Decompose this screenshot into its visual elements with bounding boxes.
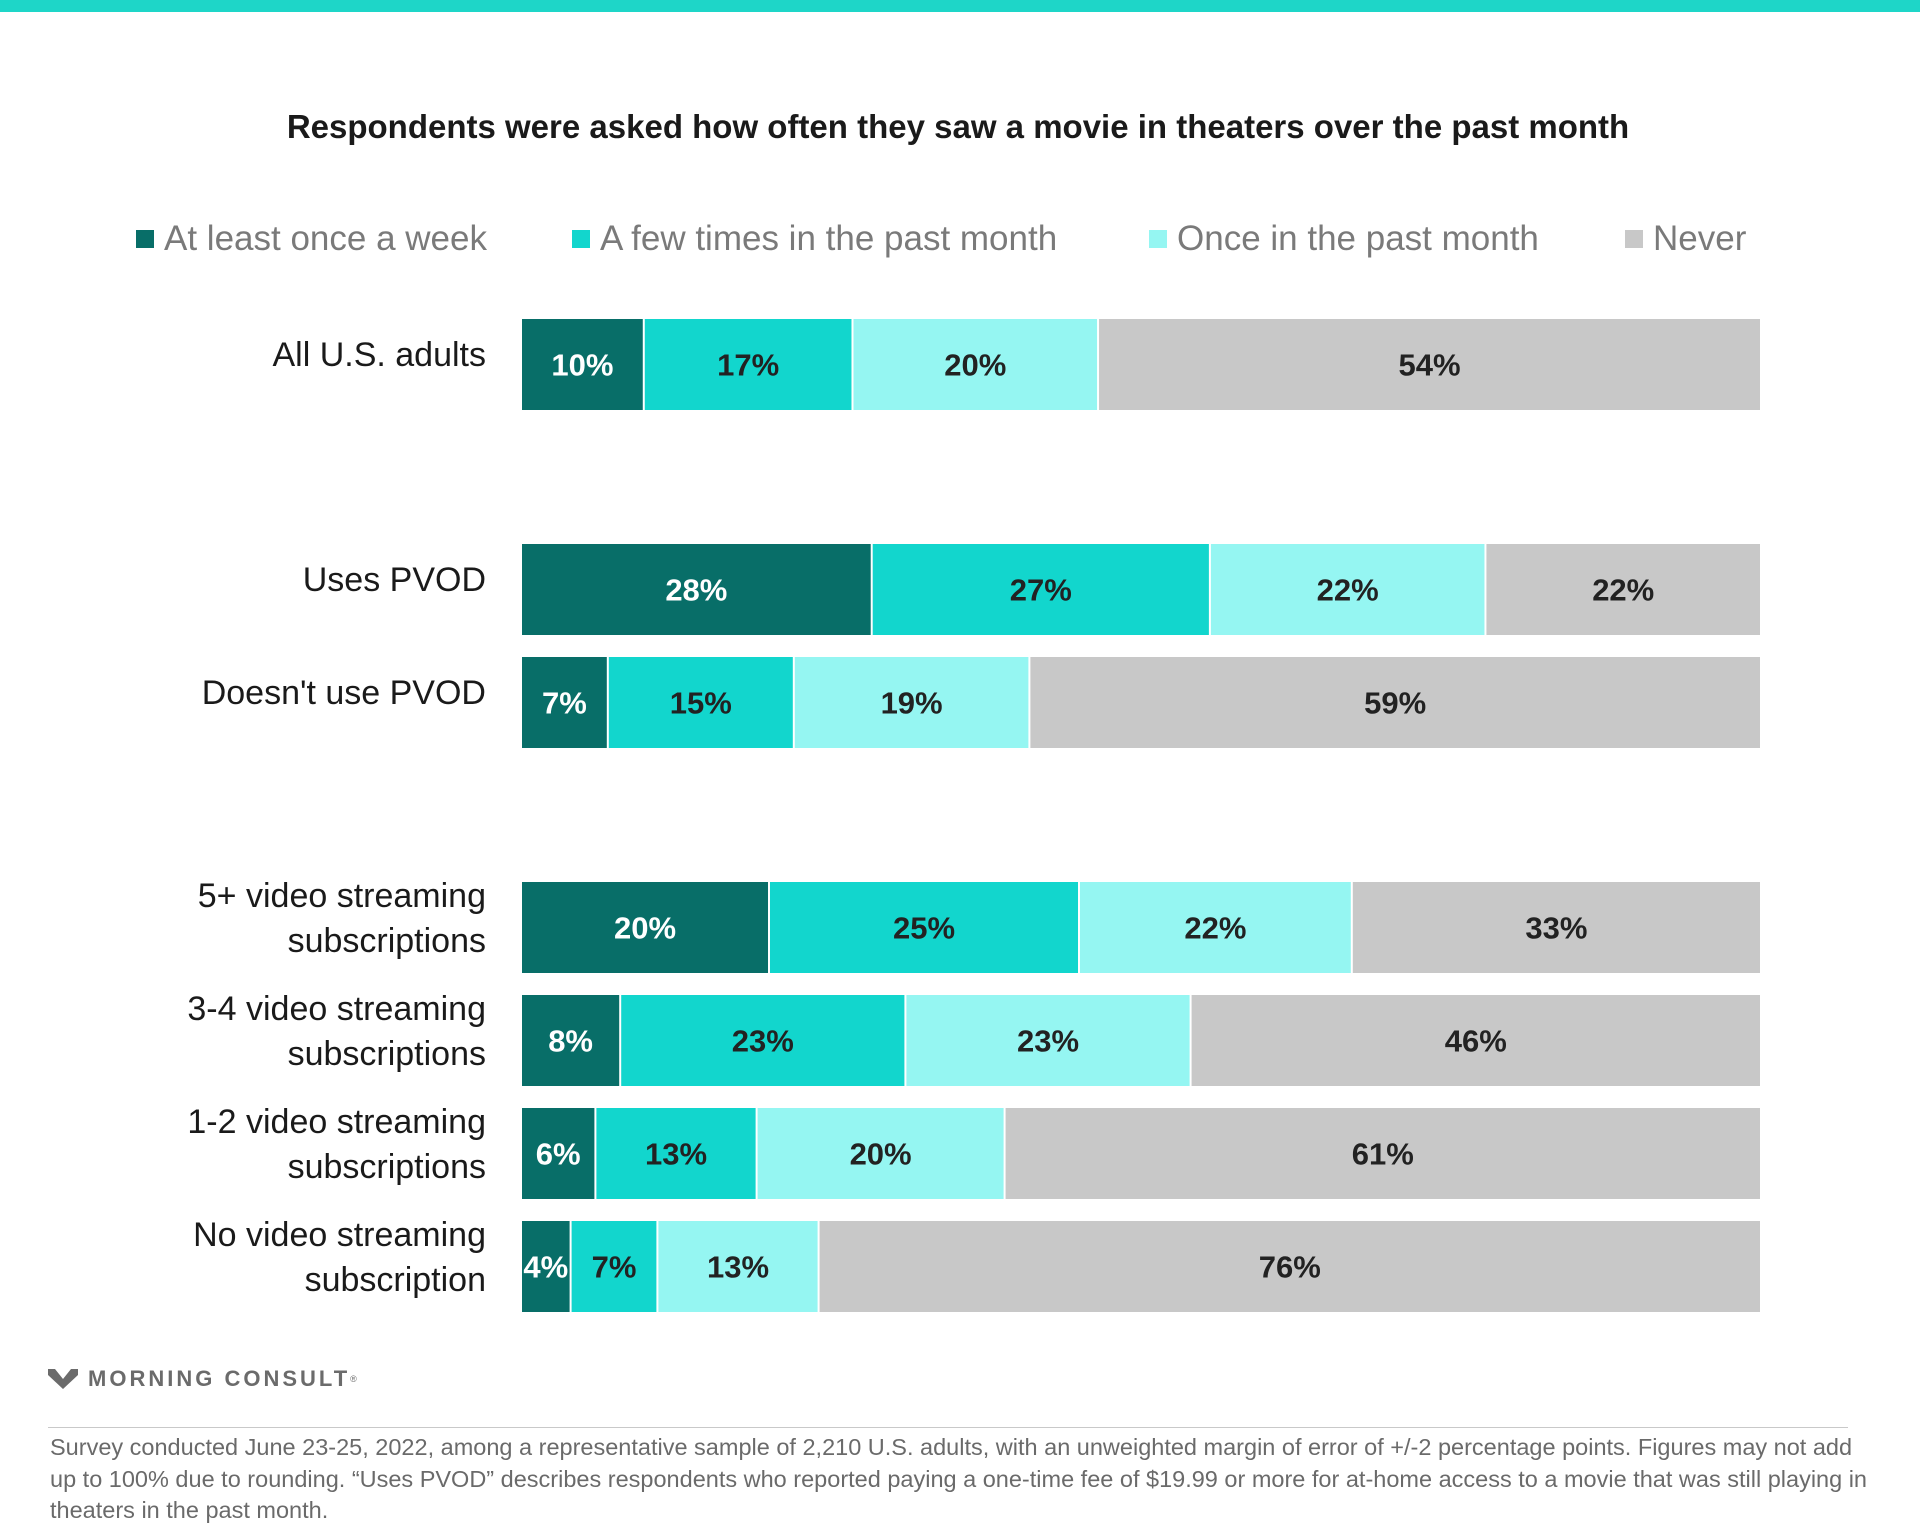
data-label: 4% xyxy=(523,1250,568,1285)
row-label-line: Doesn't use PVOD xyxy=(201,674,486,712)
data-label: 25% xyxy=(893,911,955,946)
row-label: 5+ video streaming subscriptions xyxy=(198,874,486,964)
bar-segment xyxy=(1030,657,1760,748)
data-label: 54% xyxy=(1398,348,1460,383)
data-label: 8% xyxy=(548,1024,593,1059)
data-label: 6% xyxy=(536,1137,581,1172)
row-label: 3-4 video streaming subscriptions xyxy=(187,987,486,1077)
bar-segment xyxy=(794,657,1029,748)
data-label: 76% xyxy=(1259,1250,1321,1285)
row-label: All U.S. adults xyxy=(272,333,486,378)
bar-segment xyxy=(644,319,852,410)
bar-segment xyxy=(1486,544,1760,635)
footnote: Survey conducted June 23-25, 2022, among… xyxy=(50,1434,1868,1523)
row-label-line: subscriptions xyxy=(287,921,486,960)
bar-segment xyxy=(522,1221,570,1312)
legend-item-few-times: A few times in the past month xyxy=(572,215,1057,263)
data-label: 10% xyxy=(551,348,613,383)
row-label-line: 3-4 video streaming xyxy=(187,989,486,1028)
legend-item-never: Never xyxy=(1625,215,1746,263)
bar-segment xyxy=(757,1108,1004,1199)
bar-segment xyxy=(853,319,1098,410)
logo-text: MORNING CONSULT xyxy=(88,1366,351,1391)
bar-segment xyxy=(522,657,607,748)
legend-swatch-few-times xyxy=(572,230,590,248)
legend-swatch-never xyxy=(1625,230,1643,248)
bar-segment xyxy=(621,995,905,1086)
data-label: 13% xyxy=(707,1250,769,1285)
chart-legend: At least once a week A few times in the … xyxy=(136,215,1896,265)
data-label: 23% xyxy=(732,1024,794,1059)
bar-segment xyxy=(770,882,1078,973)
row-label-line: subscriptions xyxy=(287,1147,486,1186)
row-label-line: All U.S. adults xyxy=(272,336,486,374)
data-label: 46% xyxy=(1445,1024,1507,1059)
row-label-line: No video streaming xyxy=(193,1215,486,1254)
bar-segment xyxy=(872,544,1209,635)
data-label: 28% xyxy=(665,573,727,608)
data-label: 7% xyxy=(542,686,587,721)
bar-segment xyxy=(1210,544,1485,635)
row-label-line: Uses PVOD xyxy=(302,561,486,599)
bar-segment xyxy=(608,657,793,748)
data-label: 23% xyxy=(1017,1024,1079,1059)
legend-label-once: Once in the past month xyxy=(1177,219,1539,258)
bar-segment xyxy=(522,544,871,635)
row-label-line: subscriptions xyxy=(287,1034,486,1073)
row-label: No video streaming subscription xyxy=(193,1213,486,1303)
bar-segment xyxy=(1352,882,1760,973)
legend-item-weekly: At least once a week xyxy=(136,215,487,263)
bar-segment xyxy=(522,882,768,973)
legend-item-once: Once in the past month xyxy=(1149,215,1539,263)
legend-label-never: Never xyxy=(1653,219,1747,258)
row-label-line: subscription xyxy=(304,1260,486,1299)
bar-segment xyxy=(571,1221,657,1312)
row-label-line: 5+ video streaming xyxy=(197,876,486,915)
bar-segment xyxy=(1191,995,1760,1086)
row-label: 1-2 video streaming subscriptions xyxy=(187,1100,486,1190)
bar-segment xyxy=(596,1108,756,1199)
data-label: 33% xyxy=(1525,911,1587,946)
bar-segment xyxy=(819,1221,1760,1312)
data-label: 61% xyxy=(1352,1137,1414,1172)
footnote-divider xyxy=(48,1427,1848,1428)
logo-registered-mark: ® xyxy=(350,1374,357,1384)
bar-segment xyxy=(1099,319,1760,410)
legend-label-few-times: A few times in the past month xyxy=(600,219,1058,258)
legend-swatch-weekly xyxy=(136,230,154,248)
data-label: 20% xyxy=(850,1137,912,1172)
bar-segment xyxy=(1080,882,1351,973)
data-label: 19% xyxy=(881,686,943,721)
morning-consult-logo-icon xyxy=(48,1369,78,1389)
data-label: 17% xyxy=(717,348,779,383)
row-label: Doesn't use PVOD xyxy=(202,671,486,716)
bar-segment xyxy=(522,995,620,1086)
top-accent-bar xyxy=(0,0,1920,12)
data-label: 22% xyxy=(1317,573,1379,608)
data-label: 20% xyxy=(944,348,1006,383)
data-label: 20% xyxy=(614,911,676,946)
bar-segment xyxy=(522,319,643,410)
data-label: 22% xyxy=(1184,911,1246,946)
data-label: 15% xyxy=(670,686,732,721)
data-label: 27% xyxy=(1010,573,1072,608)
data-label: 7% xyxy=(592,1250,637,1285)
bar-segment xyxy=(522,1108,595,1199)
morning-consult-logo: MORNING CONSULT ® xyxy=(48,1366,357,1392)
row-label: Uses PVOD xyxy=(303,558,486,603)
row-label-line: 1-2 video streaming xyxy=(187,1102,486,1141)
bar-segment xyxy=(658,1221,818,1312)
bar-segment xyxy=(1005,1108,1760,1199)
chart-title: Respondents were asked how often they sa… xyxy=(286,108,1630,145)
legend-swatch-once xyxy=(1149,230,1167,248)
data-label: 59% xyxy=(1364,686,1426,721)
bar-segment xyxy=(906,995,1190,1086)
data-label: 22% xyxy=(1592,573,1654,608)
data-label: 13% xyxy=(645,1137,707,1172)
legend-label-weekly: At least once a week xyxy=(164,219,487,258)
